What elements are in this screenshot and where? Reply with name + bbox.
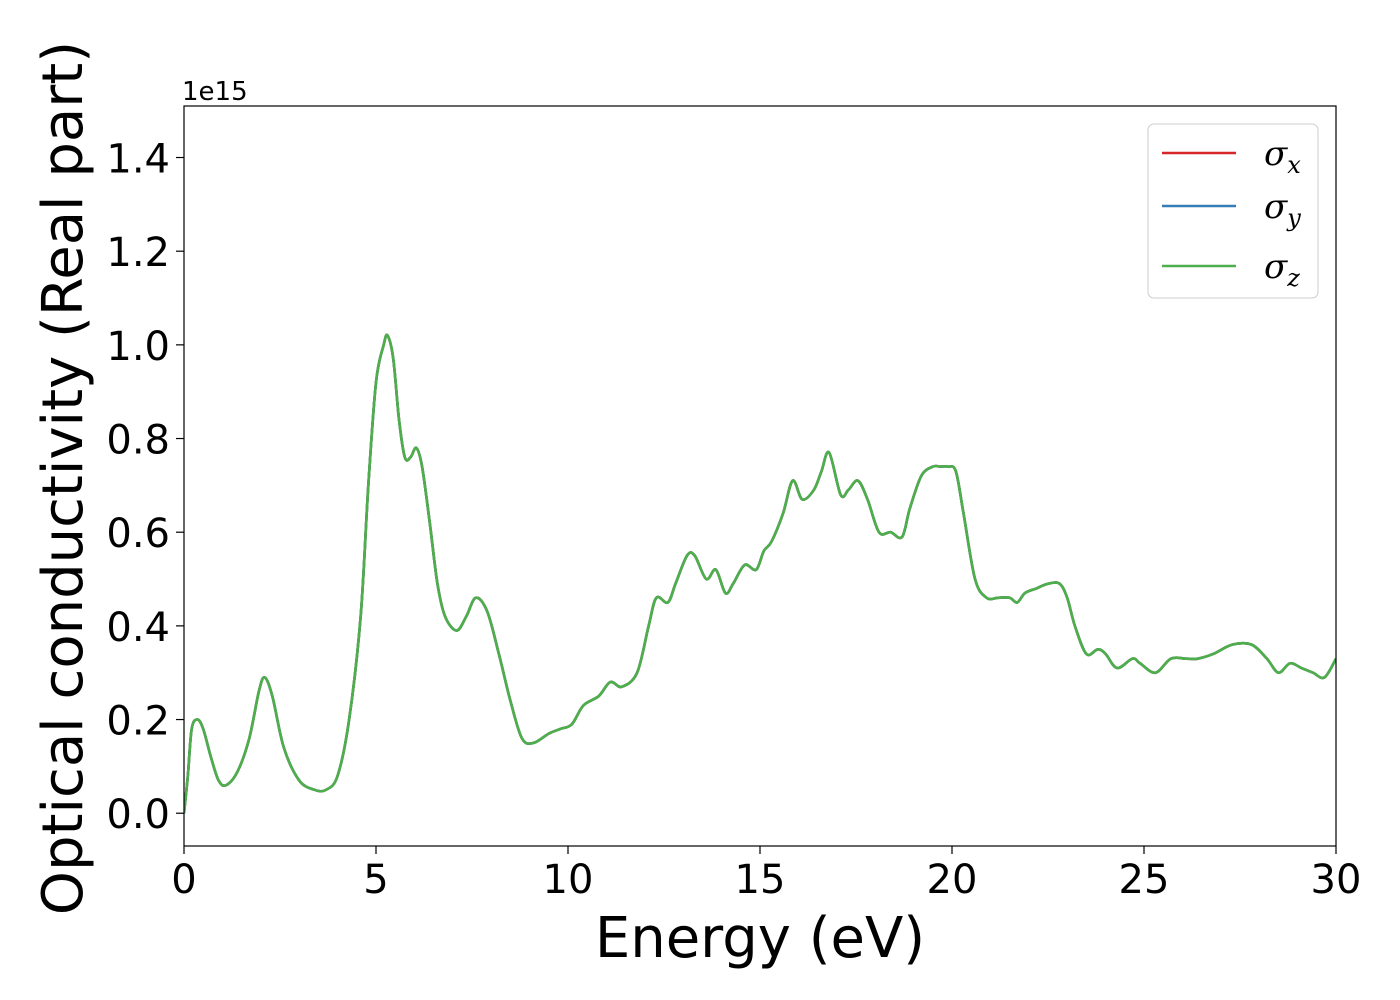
series-line-z <box>184 333 1336 814</box>
y-offset-label: 1e15 <box>182 77 248 107</box>
legend-box <box>1147 123 1319 299</box>
x-tick-label: 10 <box>543 857 594 903</box>
x-axis-title: Energy (eV) <box>595 906 925 971</box>
y-tick-label: 1.0 <box>106 324 170 370</box>
y-tick-label: 1.2 <box>106 230 170 276</box>
y-tick-label: 0.0 <box>106 792 170 838</box>
y-tick-label: 0.4 <box>106 605 170 651</box>
y-axis-ticks: 0.0 0.2 0.4 0.6 0.8 1.0 1.2 1.4 <box>106 137 184 838</box>
y-tick-label: 1.4 <box>106 137 170 183</box>
y-tick-label: 0.2 <box>106 699 170 745</box>
x-axis-ticks: 0 5 10 15 20 25 30 <box>171 846 1361 903</box>
x-tick-label: 0 <box>171 857 196 903</box>
x-tick-label: 30 <box>1311 857 1362 903</box>
x-tick-label: 15 <box>735 857 786 903</box>
y-tick-label: 0.6 <box>106 511 170 557</box>
y-axis-title: Optical conductivity (Real part) <box>31 41 96 915</box>
x-tick-label: 25 <box>1119 857 1170 903</box>
axes-frame <box>183 105 1337 847</box>
x-tick-label: 5 <box>363 857 388 903</box>
legend-label-x: σx <box>1264 134 1301 179</box>
x-tick-label: 20 <box>927 857 978 903</box>
plot-area <box>184 333 1336 814</box>
legend-label-y: σy <box>1264 187 1301 232</box>
legend: σx σy σz <box>1147 123 1319 299</box>
legend-label-z: σz <box>1264 247 1300 292</box>
y-tick-label: 0.8 <box>106 418 170 464</box>
